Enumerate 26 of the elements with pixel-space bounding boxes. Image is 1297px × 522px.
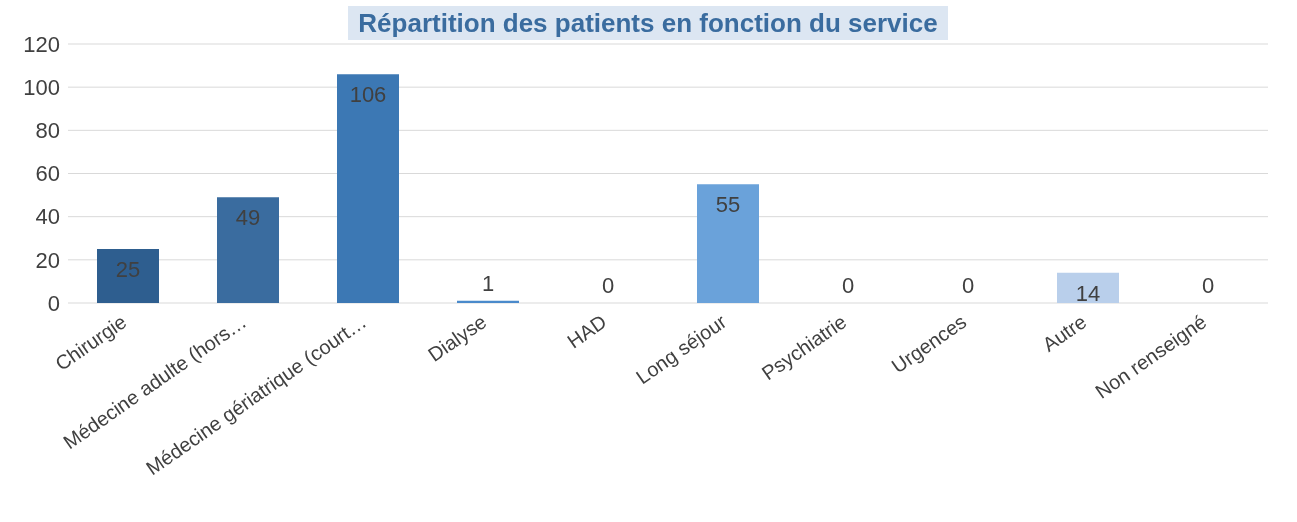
chart-title: Répartition des patients en fonction du service <box>348 6 948 40</box>
y-tick-label: 40 <box>35 204 60 230</box>
y-tick-label: 60 <box>35 161 60 187</box>
data-label: 55 <box>715 192 741 218</box>
data-label: 0 <box>841 273 855 298</box>
data-label: 25 <box>115 257 141 283</box>
y-tick-label: 20 <box>35 247 60 273</box>
data-label: 106 <box>349 82 387 108</box>
y-tick-label: 0 <box>47 290 60 316</box>
data-label: 0 <box>961 273 975 298</box>
data-label: 14 <box>1075 280 1101 306</box>
x-tick-label: HAD <box>563 310 611 353</box>
y-tick-label: 100 <box>23 74 60 100</box>
data-label: 0 <box>601 273 615 298</box>
data-label: 0 <box>1201 273 1215 298</box>
data-label: 1 <box>481 270 495 296</box>
data-label: 49 <box>235 205 261 231</box>
bar <box>337 74 399 303</box>
bar <box>217 197 279 303</box>
x-tick-label: Autre <box>1038 310 1091 356</box>
y-tick-label: 120 <box>23 31 60 57</box>
bar <box>697 184 759 303</box>
bar <box>1057 272 1119 303</box>
bar <box>457 300 519 303</box>
bar <box>97 249 159 303</box>
y-tick-label: 80 <box>35 118 60 144</box>
